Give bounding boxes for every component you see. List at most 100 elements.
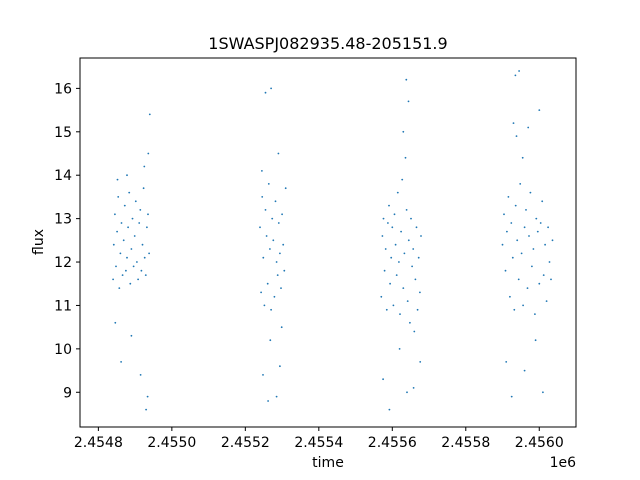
data-point [269,248,271,250]
data-point [280,326,283,329]
data-point [114,213,116,216]
data-point [504,269,507,272]
data-point [534,313,536,315]
data-point [550,278,552,281]
data-point [136,261,138,263]
data-point [406,300,409,302]
y-tick-label: 16 [54,81,72,97]
data-point [528,235,530,237]
data-point [117,196,120,198]
data-point [280,287,282,289]
data-point [129,282,132,285]
data-point [402,130,405,133]
data-point [391,226,394,229]
y-axis-title: flux [31,229,47,255]
data-point [383,269,386,272]
data-point [506,230,508,233]
data-point [535,217,538,220]
data-point [505,361,508,363]
data-point [120,361,122,363]
data-point [133,235,136,237]
data-point [269,339,272,342]
data-point [262,256,265,259]
data-point [264,209,267,211]
data-point [279,252,281,255]
data-point [144,274,147,276]
data-point [509,295,511,298]
data-point [283,269,286,272]
data-point [272,239,275,242]
data-point [406,391,408,394]
data-point [281,213,283,216]
data-point [275,261,278,263]
data-point [263,304,266,307]
x-tick-label: 2.4554 [294,435,343,451]
data-point [139,374,142,376]
data-point [538,109,541,111]
data-point [138,222,141,224]
data-point [419,361,422,363]
data-point [419,291,421,294]
data-point [544,243,546,246]
data-point [410,217,412,220]
data-point [274,200,277,203]
data-point [277,152,280,155]
data-point [146,395,149,398]
data-point [139,209,142,211]
data-point [270,308,272,311]
data-point [532,248,535,250]
data-point [390,256,393,259]
data-point [128,191,131,194]
data-point [409,321,411,324]
y-tick-label: 10 [54,342,72,358]
data-point [401,178,404,181]
data-point [393,213,396,216]
y-tick-label: 15 [54,125,72,141]
data-point [407,239,410,242]
x-tick-label: 2.4560 [515,435,564,451]
data-point [395,274,398,276]
data-point [120,222,123,224]
data-point [115,265,117,268]
y-tick-label: 13 [54,212,72,228]
data-point [516,239,519,242]
data-point [277,222,280,224]
data-point [267,183,270,185]
data-point [531,265,533,268]
x-tick-label: 2.4558 [441,435,490,451]
y-tick-label: 11 [54,298,72,314]
data-point [417,256,420,259]
data-point [542,391,544,394]
data-point [510,395,513,398]
data-point [148,113,151,116]
data-point [384,248,387,250]
x-tick-label: 2.4556 [368,435,417,451]
data-point [404,156,407,159]
data-point [501,243,504,246]
data-point [536,230,539,233]
data-point [123,204,126,207]
data-point [547,226,549,229]
data-point [147,213,149,216]
data-point [147,152,150,155]
plot-area-frame [79,57,577,428]
data-point [411,265,413,268]
data-point [518,70,520,72]
data-point [412,248,415,250]
data-point [398,261,400,263]
data-point [116,178,119,181]
data-point [534,339,537,342]
data-point [510,222,513,224]
data-point [279,365,281,368]
data-point [389,282,391,285]
x-tick-label: 2.4548 [74,435,123,451]
data-point [517,278,520,281]
data-point [382,217,385,220]
x-axis-title: time [312,455,344,471]
data-point [143,256,146,259]
data-point [266,282,269,285]
scatter-points [112,70,554,411]
data-point [143,165,146,168]
data-point [527,126,530,129]
